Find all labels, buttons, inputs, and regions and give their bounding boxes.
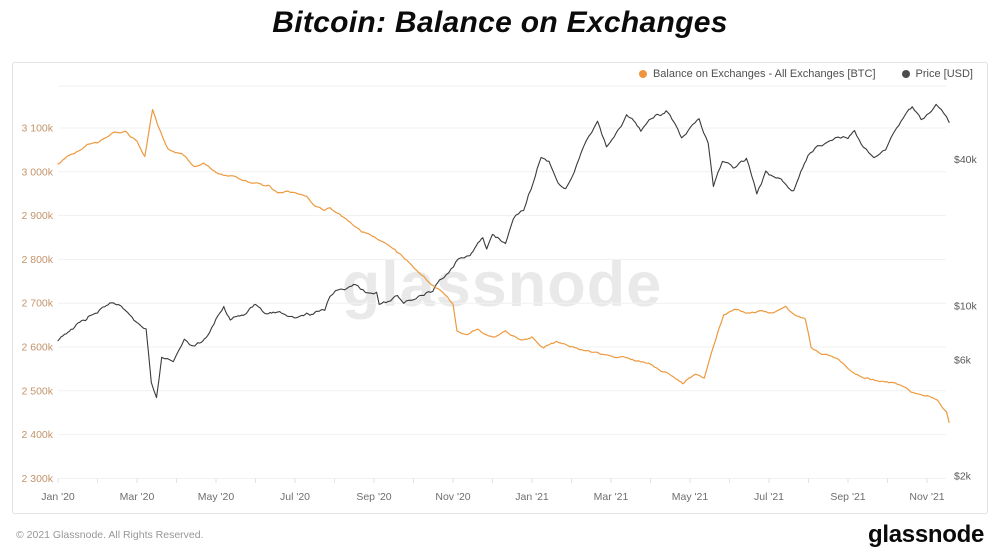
svg-text:Mar '20: Mar '20 <box>120 491 155 503</box>
chart-card: Balance on Exchanges - All Exchanges [BT… <box>12 62 988 514</box>
legend: Balance on Exchanges - All Exchanges [BT… <box>638 68 973 80</box>
svg-text:$2k: $2k <box>954 470 972 482</box>
legend-item-balance[interactable]: Balance on Exchanges - All Exchanges [BT… <box>638 68 876 80</box>
svg-text:Jan '21: Jan '21 <box>515 491 549 503</box>
svg-text:$10k: $10k <box>954 301 978 313</box>
svg-text:Sep '20: Sep '20 <box>356 491 391 503</box>
svg-text:2 600k: 2 600k <box>21 342 53 354</box>
svg-text:Jan '20: Jan '20 <box>41 491 75 503</box>
balance-series-swatch-icon <box>638 70 647 78</box>
svg-text:$40k: $40k <box>954 154 978 166</box>
svg-text:Mar '21: Mar '21 <box>594 491 629 503</box>
svg-text:Jul '21: Jul '21 <box>754 491 784 503</box>
svg-text:$6k: $6k <box>954 354 972 366</box>
svg-text:Sep '21: Sep '21 <box>830 491 865 503</box>
glassnode-logo[interactable]: glassnode <box>868 520 984 548</box>
svg-text:3 100k: 3 100k <box>21 123 53 135</box>
copyright-text: © 2021 Glassnode. All Rights Reserved. <box>16 528 204 541</box>
svg-text:2 900k: 2 900k <box>21 210 53 222</box>
svg-text:3 000k: 3 000k <box>21 166 53 178</box>
legend-balance-label: Balance on Exchanges - All Exchanges [BT… <box>652 68 876 80</box>
chart-plot: 3 100k 3 000k 2 900k 2 800k 2 700k 2 600k 2 50… <box>21 85 978 503</box>
svg-text:Nov '20: Nov '20 <box>435 491 470 503</box>
legend-price-label: Price [USD] <box>915 68 973 80</box>
price-series-swatch-icon <box>901 70 910 78</box>
svg-text:Nov '21: Nov '21 <box>909 491 944 503</box>
svg-text:2 500k: 2 500k <box>21 385 53 397</box>
chart-title: Bitcoin: Balance on Exchanges <box>272 6 728 39</box>
svg-text:2 300k: 2 300k <box>21 473 53 485</box>
svg-text:2 800k: 2 800k <box>21 254 53 266</box>
glassnode-watermark: glassnode <box>341 250 663 320</box>
footer: © 2021 Glassnode. All Rights Reserved. g… <box>0 514 1000 555</box>
legend-item-price[interactable]: Price [USD] <box>901 68 973 80</box>
svg-text:May '21: May '21 <box>672 491 709 503</box>
svg-text:May '20: May '20 <box>198 491 235 503</box>
svg-text:2 400k: 2 400k <box>21 429 53 441</box>
svg-text:Jul '20: Jul '20 <box>280 491 310 503</box>
svg-text:2 700k: 2 700k <box>21 298 53 310</box>
